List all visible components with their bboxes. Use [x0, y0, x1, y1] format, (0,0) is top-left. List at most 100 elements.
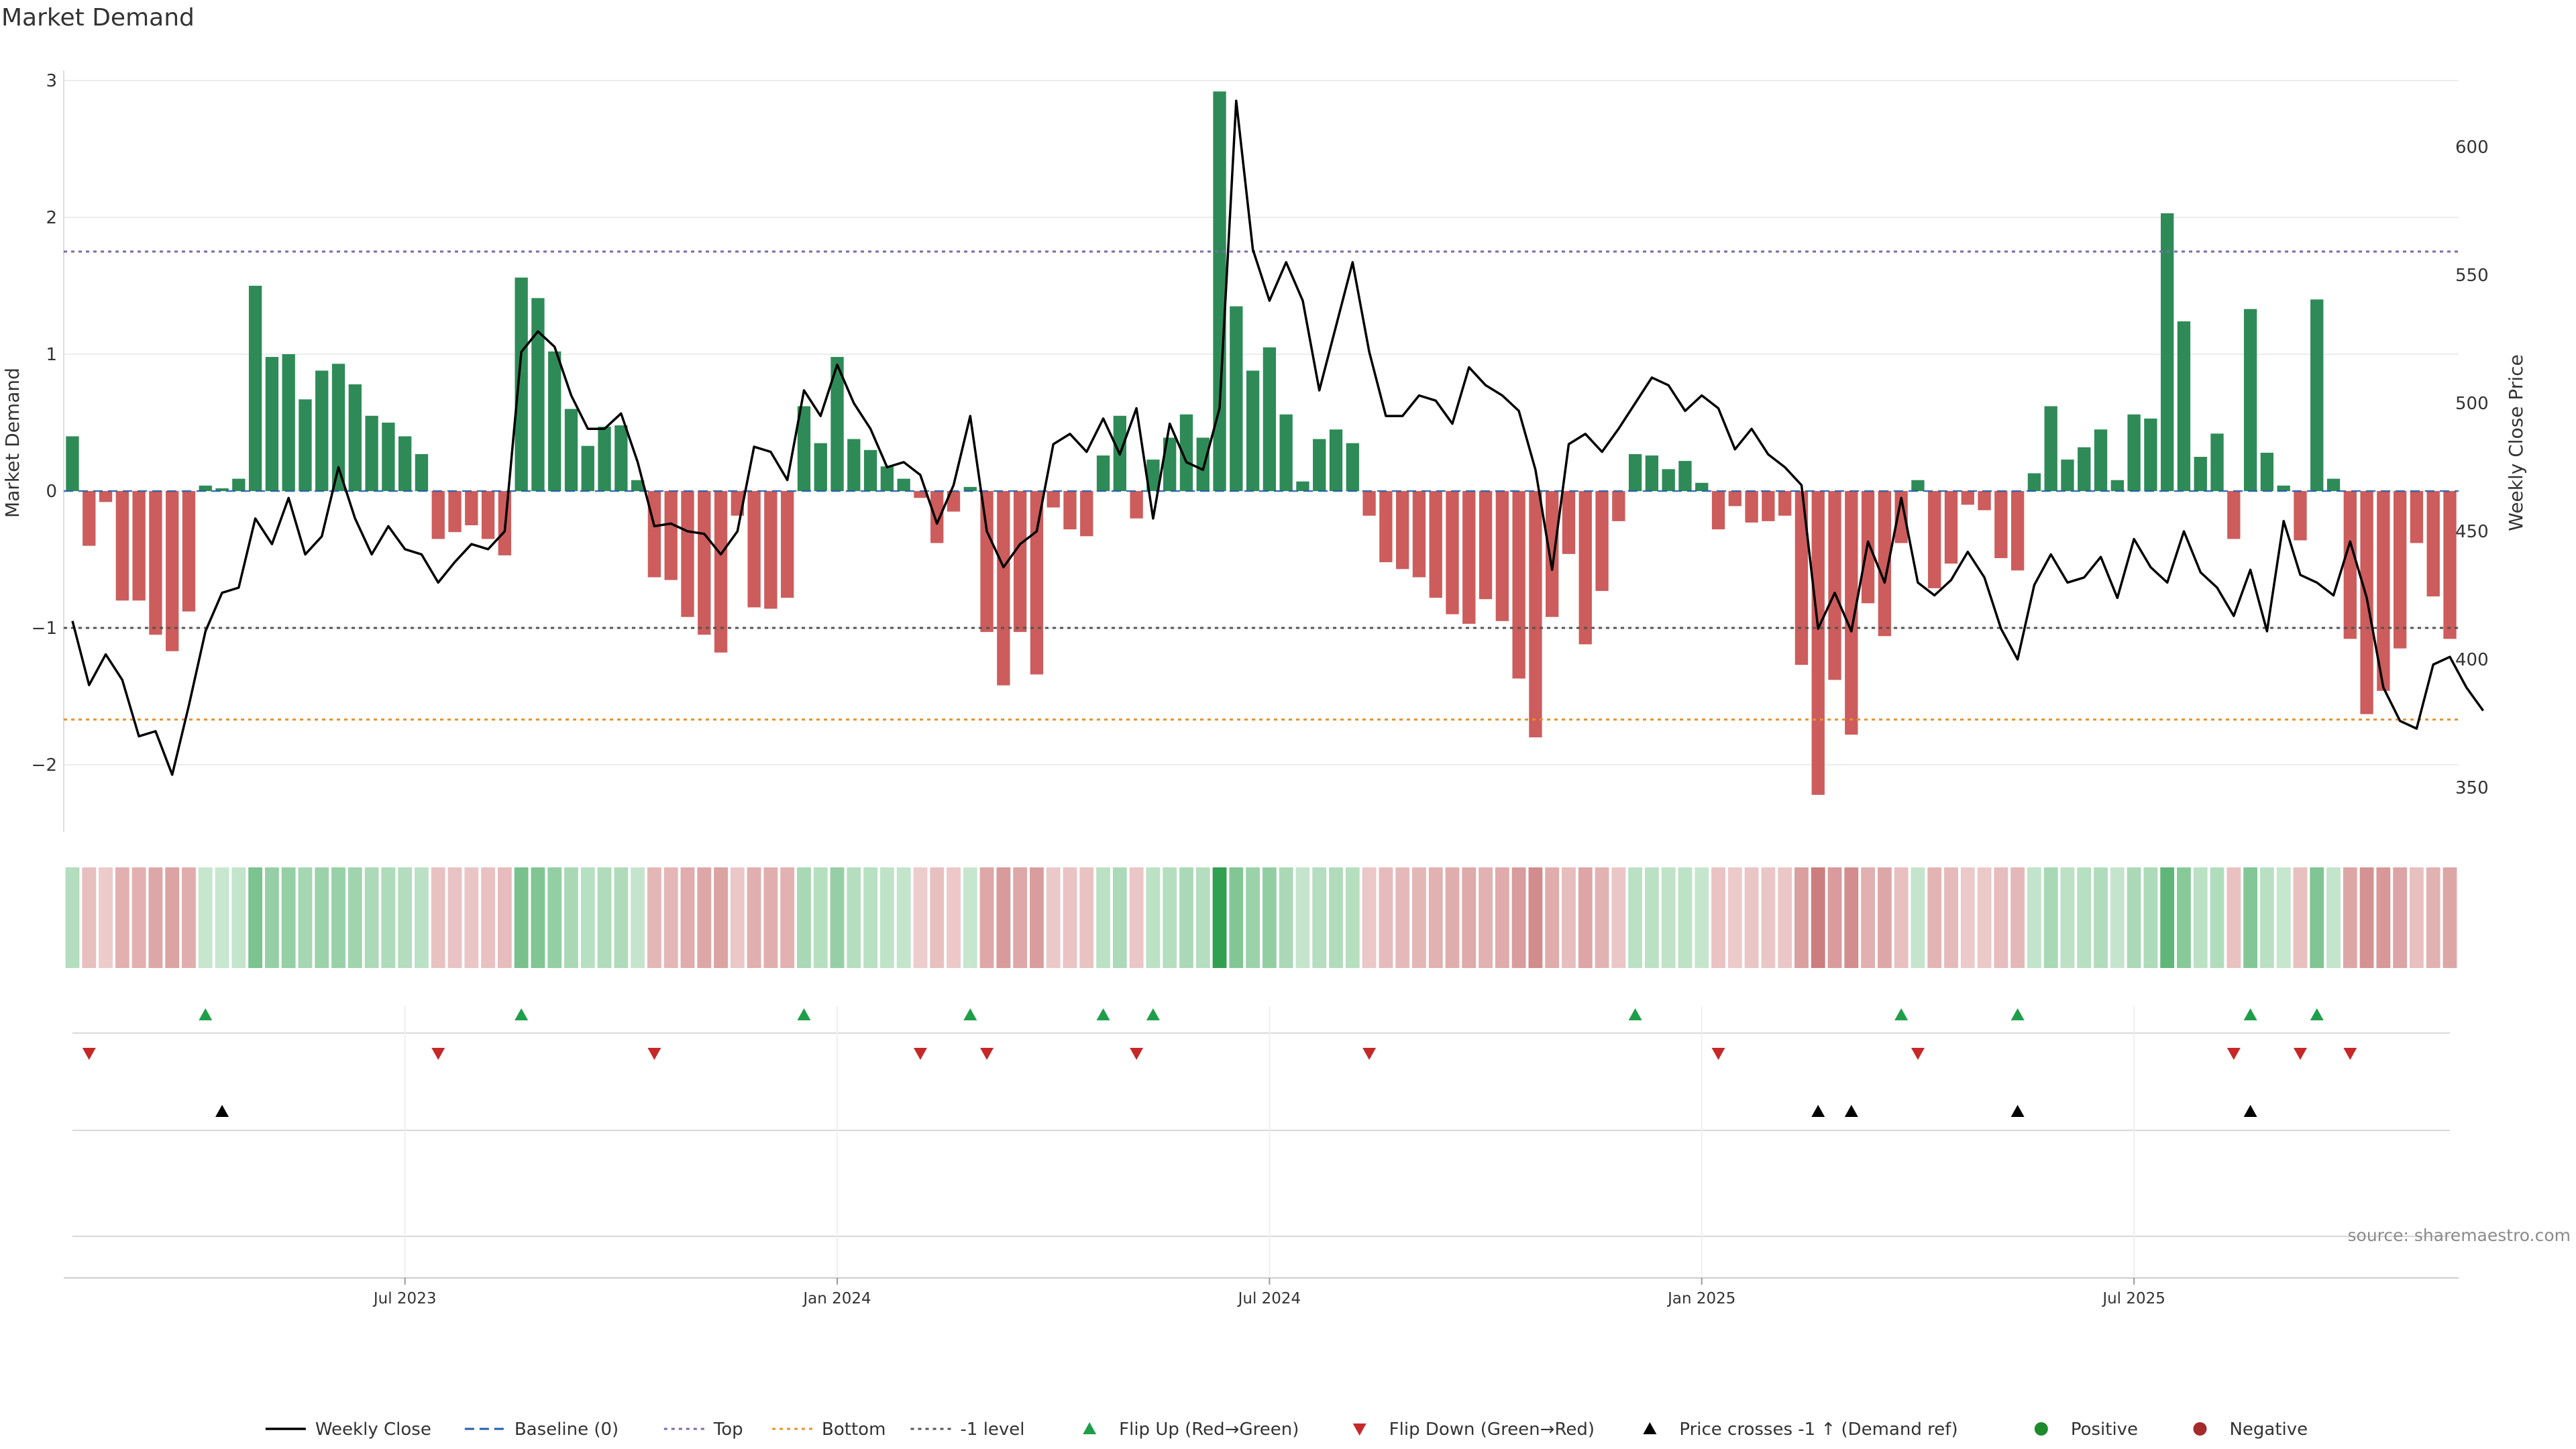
heat-cell — [730, 867, 745, 968]
bar-negative — [1130, 491, 1143, 519]
flip-up-marker — [1146, 1008, 1160, 1020]
legend-label: Flip Down (Green→Red) — [1389, 1419, 1595, 1440]
bar-negative — [997, 491, 1010, 686]
heat-cell — [697, 867, 712, 968]
bar-negative — [149, 491, 162, 635]
bar-positive — [299, 399, 312, 491]
heat-cell — [1362, 867, 1377, 968]
heat-cell — [1013, 867, 1028, 968]
price-cross-marker — [2010, 1105, 2025, 1117]
heat-cell — [896, 867, 911, 968]
bar-negative — [83, 491, 96, 546]
price-cross-marker — [1811, 1105, 1825, 1117]
heat-cell — [281, 867, 296, 968]
legend-label: Top — [713, 1419, 743, 1440]
price-cross-marker — [2243, 1105, 2257, 1117]
flip-up-marker — [2010, 1008, 2025, 1020]
heat-cell — [647, 867, 661, 968]
bar-negative — [1379, 491, 1393, 563]
x-tick-label: Jan 2024 — [802, 1290, 871, 1307]
bar-positive — [1296, 481, 1309, 491]
chart-title: Market Demand — [1, 4, 195, 32]
weekly-close-line — [71, 99, 2485, 776]
heat-cell — [2259, 867, 2274, 968]
x-tick-label: Jul 2024 — [1237, 1290, 1301, 1307]
bar-negative — [2377, 491, 2390, 691]
bar-positive — [215, 488, 229, 491]
heat-cell — [1562, 867, 1576, 968]
heat-cell — [597, 867, 612, 968]
bar-positive — [880, 466, 894, 491]
heat-cell — [1312, 867, 1327, 968]
heat-cell — [497, 867, 512, 968]
bar-negative — [1446, 491, 1459, 614]
heat-cell — [879, 867, 894, 968]
bar-positive — [2243, 309, 2257, 491]
flip-down-marker — [1911, 1048, 1925, 1060]
heat-cell — [115, 867, 129, 968]
heat-cell — [2043, 867, 2058, 968]
heat-cell — [1329, 867, 1343, 968]
bar-positive — [1163, 437, 1177, 491]
heat-cell — [2143, 867, 2158, 968]
bar-positive — [1230, 306, 1243, 491]
bar-negative — [1462, 491, 1476, 624]
bar-negative — [1811, 491, 1825, 795]
bar-negative — [1928, 491, 1941, 588]
heat-cell — [1279, 867, 1293, 968]
heat-cell — [2410, 867, 2424, 968]
bar-negative — [781, 491, 794, 598]
bar-negative — [714, 491, 728, 653]
bar-positive — [199, 485, 212, 491]
heat-cell — [813, 867, 828, 968]
bar-positive — [1213, 91, 1226, 491]
bar-positive — [382, 423, 395, 491]
heat-cell — [1212, 867, 1227, 968]
bar-negative — [1013, 491, 1027, 633]
bar-negative — [481, 491, 495, 539]
bar-negative — [930, 491, 944, 543]
bar-negative — [182, 491, 196, 612]
bar-negative — [1562, 491, 1576, 554]
bar-negative — [914, 491, 927, 498]
legend-label: Positive — [2071, 1419, 2138, 1440]
x-tick-label: Jul 2025 — [2101, 1290, 2165, 1307]
bar-positive — [2194, 457, 2207, 491]
heat-cell — [514, 867, 529, 968]
bar-positive — [847, 439, 861, 491]
heat-cell — [1595, 867, 1609, 968]
bar-positive — [1246, 370, 1260, 491]
heat-cell — [1794, 867, 1809, 968]
bar-negative — [664, 491, 678, 580]
bar-positive — [2161, 213, 2174, 491]
heat-cell — [1628, 867, 1643, 968]
legend-item: Price crosses -1 ↑ (Demand ref) — [1643, 1419, 1958, 1440]
legend-swatch — [2034, 1422, 2048, 1436]
heat-cell — [2127, 867, 2141, 968]
heat-cell — [2343, 867, 2357, 968]
heat-cell — [1727, 867, 1742, 968]
bar-positive — [2127, 414, 2141, 491]
heat-cell — [65, 867, 80, 968]
legend-item: Top — [663, 1419, 743, 1440]
bar-positive — [548, 351, 561, 491]
heat-cell — [2443, 867, 2457, 968]
legend-swatch — [1352, 1424, 1366, 1436]
y-tick-label: 3 — [46, 71, 57, 91]
heat-cell — [364, 867, 379, 968]
bar-positive — [598, 427, 611, 491]
bar-negative — [166, 491, 179, 651]
heat-cell — [182, 867, 196, 968]
bar-positive — [1695, 482, 1709, 491]
flip-up-marker — [1096, 1008, 1110, 1020]
heat-cell — [1877, 867, 1892, 968]
heat-cell — [1395, 867, 1410, 968]
x-tick-label: Jul 2023 — [372, 1290, 437, 1307]
bar-negative — [1546, 491, 1559, 617]
bar-positive — [1146, 460, 1160, 491]
bar-negative — [2227, 491, 2241, 539]
bar-negative — [1578, 491, 1592, 645]
heat-cell — [1195, 867, 1210, 968]
bar-positive — [797, 406, 811, 491]
